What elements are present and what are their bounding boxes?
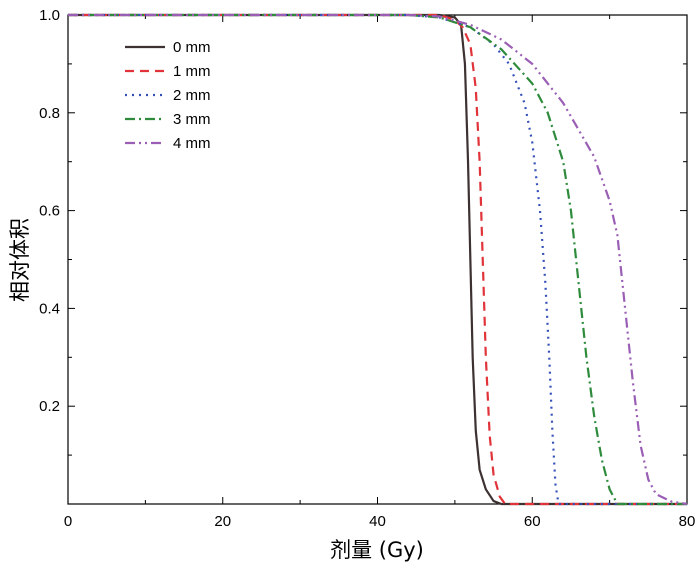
legend-label-3: 3 mm	[173, 111, 211, 128]
x-tick-label: 40	[369, 513, 386, 530]
x-tick-label: 0	[64, 513, 72, 530]
y-tick-label: 0.8	[39, 105, 60, 122]
y-axis-label: 相对体积	[8, 218, 32, 302]
legend: 0 mm 1 mm 2 mm 3 mm 4 mm	[125, 39, 211, 152]
plot-frame	[67, 14, 688, 505]
legend-label-1: 1 mm	[173, 63, 211, 80]
series-line-3	[68, 13, 687, 506]
axis-ticks	[67, 14, 688, 504]
x-tick-label: 60	[524, 513, 541, 530]
series-line-2	[68, 13, 687, 506]
y-tick-label: 0.6	[39, 203, 60, 220]
data-series	[68, 13, 688, 506]
series-line-4	[68, 13, 688, 506]
y-tick-label: 1.0	[39, 7, 60, 24]
x-axis-label: 剂量 (Gy)	[330, 538, 424, 562]
series-line-0	[68, 13, 687, 506]
y-tick-label: 0.4	[39, 300, 60, 317]
legend-label-4: 4 mm	[173, 135, 211, 152]
y-tick-label: 0.2	[39, 398, 60, 415]
legend-label-0: 0 mm	[173, 39, 211, 56]
x-tick-label: 80	[679, 513, 696, 530]
legend-label-2: 2 mm	[173, 87, 211, 104]
series-line-1	[68, 13, 687, 506]
x-tick-label: 20	[214, 513, 231, 530]
axis-tick-labels: 0 20 40 60 80 0.2 0.4 0.6 0.8 1.0	[39, 7, 695, 530]
